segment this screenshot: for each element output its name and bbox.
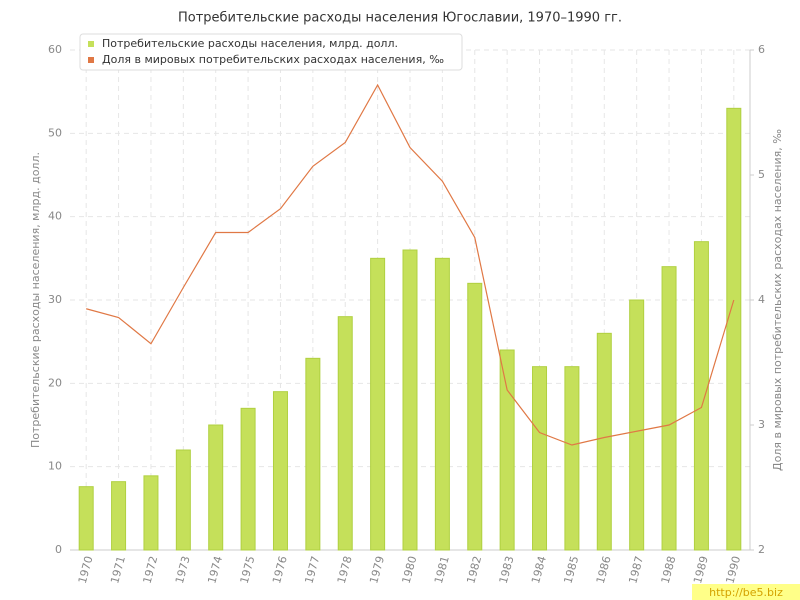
x-tick-label: 1972 xyxy=(141,555,161,585)
legend-label: Доля в мировых потребительских расходах … xyxy=(102,53,444,66)
bar xyxy=(629,299,645,551)
x-tick-label: 1970 xyxy=(76,555,96,585)
x-tick-label: 1977 xyxy=(302,555,322,585)
x-tick-label: 1981 xyxy=(432,555,452,585)
bar xyxy=(596,332,612,551)
bar xyxy=(434,257,450,551)
x-tick-label: 1990 xyxy=(723,555,743,585)
x-tick-label: 1971 xyxy=(108,555,128,585)
y-axis-label: Потребительские расходы населения, млрд.… xyxy=(29,152,42,448)
x-tick-label: 1982 xyxy=(464,555,484,585)
y2-tick-label: 4 xyxy=(758,293,765,306)
y-tick-label: 0 xyxy=(55,543,62,556)
legend-swatch xyxy=(88,41,94,47)
bar xyxy=(693,241,709,551)
bar xyxy=(272,391,288,551)
x-tick-label: 1989 xyxy=(691,555,711,585)
bar xyxy=(111,481,127,551)
legend-swatch xyxy=(88,57,94,63)
y2-tick-label: 6 xyxy=(758,43,765,56)
bar xyxy=(208,424,224,551)
line xyxy=(86,83,735,446)
bar xyxy=(564,366,580,551)
bar xyxy=(661,266,677,551)
y-tick-label: 40 xyxy=(48,210,62,223)
chart-title: Потребительские расходы населения Югосла… xyxy=(178,11,622,26)
watermark[interactable]: http://be5.biz xyxy=(709,586,783,599)
x-tick-label: 1973 xyxy=(173,555,193,585)
x-tick-label: 1984 xyxy=(529,555,549,585)
x-tick-label: 1987 xyxy=(626,555,646,585)
x-tick-label: 1988 xyxy=(659,555,679,585)
bar xyxy=(305,357,321,551)
y-tick-label: 30 xyxy=(48,293,62,306)
x-tick-label: 1979 xyxy=(367,555,387,585)
bar xyxy=(78,486,94,551)
x-tick-label: 1975 xyxy=(238,555,258,585)
bar xyxy=(499,349,515,551)
x-tick-label: 1980 xyxy=(400,555,420,585)
bar xyxy=(532,366,548,551)
x-tick-label: 1976 xyxy=(270,555,290,585)
y-tick-label: 60 xyxy=(48,43,62,56)
bar xyxy=(175,449,191,551)
bar xyxy=(143,475,159,551)
bar xyxy=(402,249,418,551)
bar xyxy=(467,282,483,551)
y-tick-label: 20 xyxy=(48,376,62,389)
y2-axis-label: Доля в мировых потребительских расходах … xyxy=(771,129,784,471)
watermark-bg xyxy=(692,584,800,600)
bar xyxy=(337,316,353,551)
bar xyxy=(370,257,386,551)
y-tick-label: 10 xyxy=(48,460,62,473)
y2-tick-label: 5 xyxy=(758,168,765,181)
bar xyxy=(240,407,256,551)
bar xyxy=(726,107,742,551)
y2-tick-label: 3 xyxy=(758,418,765,431)
y-tick-label: 50 xyxy=(48,126,62,139)
y2-tick-label: 2 xyxy=(758,543,765,556)
x-tick-label: 1974 xyxy=(205,555,225,585)
x-tick-label: 1985 xyxy=(562,555,582,585)
legend-label: Потребительские расходы населения, млрд.… xyxy=(102,37,398,50)
legend-box xyxy=(79,33,463,71)
x-tick-label: 1983 xyxy=(497,555,517,585)
x-tick-label: 1978 xyxy=(335,555,355,585)
x-tick-label: 1986 xyxy=(594,555,614,585)
